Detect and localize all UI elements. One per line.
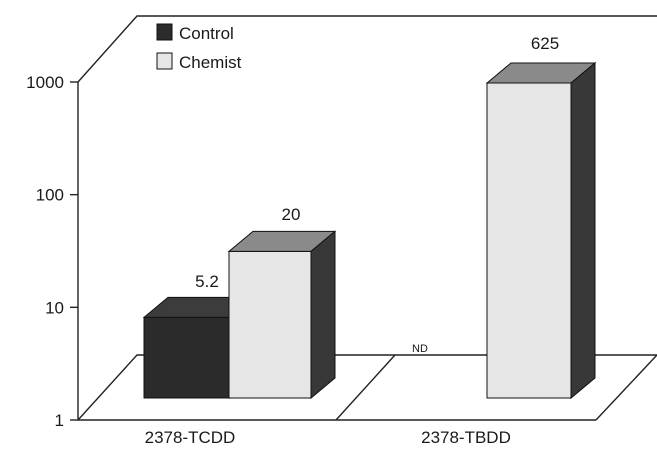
value-label-control-tbdd: ND (412, 343, 428, 355)
legend: Control Chemist (156, 23, 242, 72)
bar-chemist-tcdd (227, 230, 337, 400)
legend-label-control: Control (179, 24, 234, 43)
back-wall-outline (77, 15, 657, 83)
floor-divider (335, 354, 396, 421)
bar-chemist-tbdd-side (570, 61, 596, 400)
y-tick-label-1: 1 (55, 411, 64, 430)
bar-chemist-tcdd-front (228, 250, 312, 399)
chart-frame (77, 15, 657, 421)
y-tick-label-100: 100 (36, 186, 64, 205)
legend-label-chemist: Chemist (179, 53, 242, 72)
value-label-chemist-tcdd: 20 (282, 205, 301, 224)
y-tick-label-1000: 1000 (26, 73, 64, 92)
value-label-chemist-tbdd: 625 (531, 34, 559, 53)
bar-chemist-tbdd-front (486, 82, 572, 399)
floor-right-edge (595, 354, 657, 421)
category-label-tbdd: 2378-TBDD (421, 428, 511, 447)
legend-swatch-control (156, 23, 173, 41)
bars-group (142, 61, 597, 400)
bar-chemist-tcdd-side (310, 230, 336, 400)
y-axis-ticks: 1 10 100 1000 (26, 73, 78, 430)
value-label-control-tcdd: 5.2 (195, 272, 219, 291)
bar-chemist-tbdd (485, 61, 597, 400)
y-tick-label-10: 10 (45, 298, 64, 317)
category-label-tcdd: 2378-TCDD (145, 428, 236, 447)
legend-swatch-chemist (156, 52, 173, 70)
bar-control-tcdd-front (143, 316, 231, 399)
floor-outline (77, 354, 657, 421)
